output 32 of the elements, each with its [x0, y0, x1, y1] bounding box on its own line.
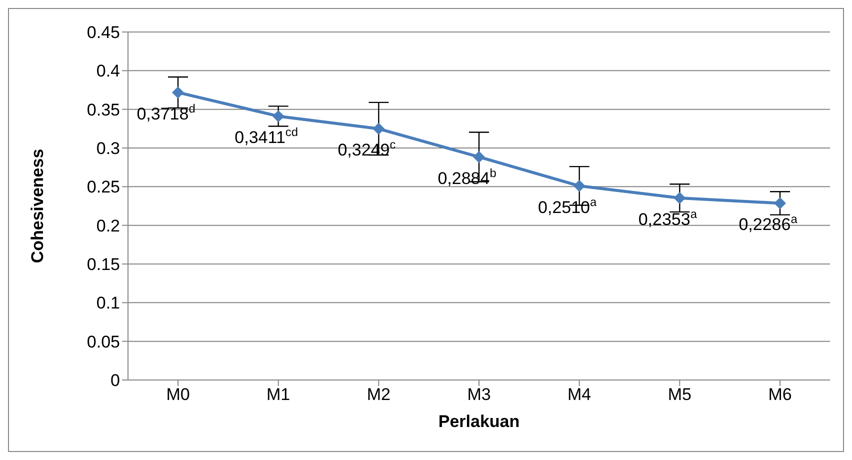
x-tick-label: M6 [768, 385, 792, 404]
y-tick-label: 0 [110, 371, 120, 390]
x-tick-label: M0 [166, 385, 190, 404]
y-tick-label: 0.3 [96, 139, 120, 158]
point [172, 86, 184, 98]
x-tick-label: M1 [266, 385, 290, 404]
y-tick-label: 0.05 [86, 332, 120, 352]
x-tick-label: M5 [668, 385, 692, 404]
x-tick-label: M2 [366, 385, 390, 404]
y-tick-label: 0.45 [86, 23, 120, 42]
point [372, 122, 385, 135]
data-label: 0,2884$^{b}$ [438, 166, 497, 188]
point [774, 197, 786, 210]
x-axis-title: Perlakuan [438, 412, 520, 431]
y-tick-label: 0.2 [96, 216, 120, 236]
data-label: 0,3411$^{cd}$ [234, 125, 298, 148]
y-tick-label: 0.4 [96, 62, 120, 81]
x-tick-label: M4 [568, 385, 592, 404]
data-label: 0,3718$^{d}$ [136, 101, 196, 124]
x-tick-label: M3 [467, 385, 491, 404]
point [573, 180, 586, 192]
y-tick-label: 0.25 [86, 178, 120, 197]
point [473, 150, 485, 163]
data-label: 0,2353$^{a}$ [638, 207, 698, 230]
data-label: 0,2510$^{a}$ [538, 194, 598, 217]
y-tick-label: 0.15 [86, 255, 120, 274]
point [272, 110, 284, 122]
y-tick-label: 0.35 [86, 100, 120, 120]
y-axis-title: Cohesiveness [28, 148, 48, 264]
data-label: 0,2286$^{a}$ [738, 212, 798, 234]
y-tick-label: 0.1 [96, 294, 120, 313]
point [674, 192, 686, 204]
